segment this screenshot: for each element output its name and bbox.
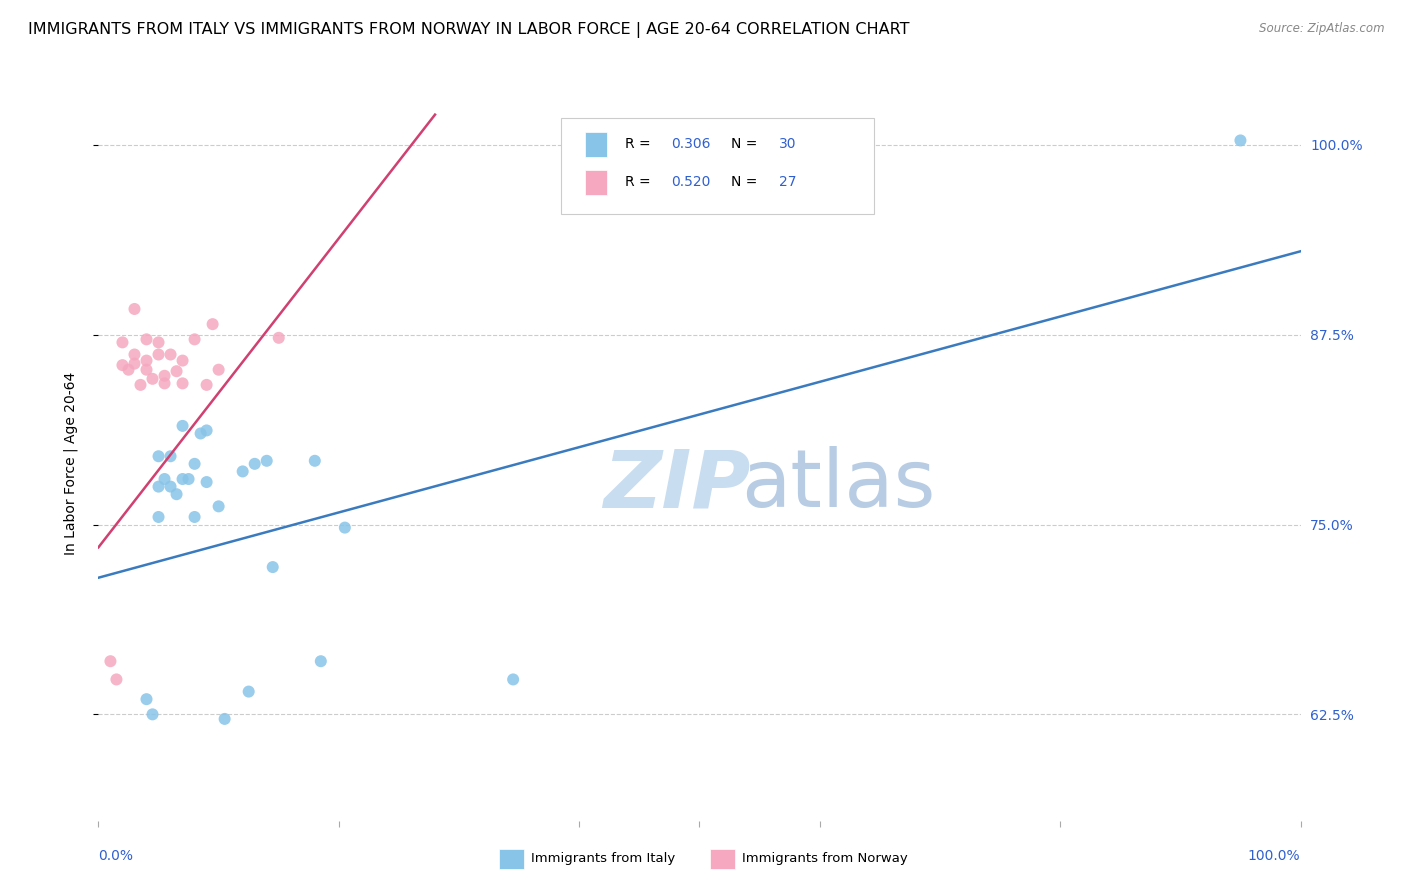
Point [111, 335, 134, 350]
Point [135, 692, 157, 706]
Point [232, 465, 254, 479]
Point [1229, 133, 1251, 147]
Point [195, 424, 218, 438]
Text: Immigrants from Italy: Immigrants from Italy [531, 853, 676, 865]
Point [135, 362, 157, 376]
Point [153, 376, 176, 391]
Text: 0.306: 0.306 [671, 137, 710, 151]
Text: Source: ZipAtlas.com: Source: ZipAtlas.com [1260, 22, 1385, 36]
Point [309, 654, 332, 668]
Y-axis label: In Labor Force | Age 20-64: In Labor Force | Age 20-64 [63, 372, 77, 556]
Text: 0.0%: 0.0% [98, 849, 134, 863]
Point [105, 673, 128, 687]
Text: Immigrants from Norway: Immigrants from Norway [742, 853, 908, 865]
Point [124, 347, 146, 361]
Point [153, 368, 176, 383]
Text: 27: 27 [779, 175, 796, 189]
Text: N =: N = [731, 175, 762, 189]
Point [159, 480, 181, 494]
FancyBboxPatch shape [585, 132, 607, 157]
Text: 0.520: 0.520 [671, 175, 710, 189]
Point [148, 480, 170, 494]
Text: atlas: atlas [741, 446, 936, 524]
Point [159, 347, 181, 361]
Text: ZIP: ZIP [603, 446, 751, 524]
Point [111, 358, 134, 372]
Point [166, 487, 188, 501]
Point [243, 457, 266, 471]
Point [159, 449, 181, 463]
Point [100, 654, 122, 668]
Point [141, 707, 163, 722]
Point [208, 362, 231, 376]
Point [135, 353, 157, 368]
Point [208, 500, 231, 514]
Point [177, 472, 200, 486]
Point [304, 454, 326, 468]
Text: 30: 30 [779, 137, 796, 151]
Point [148, 510, 170, 524]
Point [256, 454, 278, 468]
Point [172, 472, 194, 486]
Point [172, 376, 194, 391]
Point [238, 684, 260, 698]
Point [183, 332, 205, 346]
Point [148, 449, 170, 463]
Text: R =: R = [624, 175, 655, 189]
Point [153, 472, 176, 486]
Point [201, 317, 224, 331]
Point [148, 335, 170, 350]
Point [124, 301, 146, 316]
Point [195, 377, 218, 392]
Text: N =: N = [731, 137, 762, 151]
Point [333, 520, 356, 534]
Point [129, 377, 152, 392]
Point [117, 362, 139, 376]
Point [124, 357, 146, 371]
FancyBboxPatch shape [561, 118, 873, 214]
FancyBboxPatch shape [585, 169, 607, 194]
Point [183, 457, 205, 471]
Text: 100.0%: 100.0% [1249, 849, 1301, 863]
Point [172, 418, 194, 433]
Point [262, 560, 284, 574]
Point [141, 372, 163, 386]
Point [195, 475, 218, 489]
Text: R =: R = [624, 137, 655, 151]
Point [502, 673, 524, 687]
Text: IMMIGRANTS FROM ITALY VS IMMIGRANTS FROM NORWAY IN LABOR FORCE | AGE 20-64 CORRE: IMMIGRANTS FROM ITALY VS IMMIGRANTS FROM… [28, 22, 910, 38]
Point [166, 364, 188, 378]
Point [183, 510, 205, 524]
Point [148, 347, 170, 361]
Point [111, 844, 134, 858]
Point [214, 712, 236, 726]
Point [172, 353, 194, 368]
Point [190, 426, 212, 441]
Point [267, 331, 290, 345]
Point [135, 332, 157, 346]
